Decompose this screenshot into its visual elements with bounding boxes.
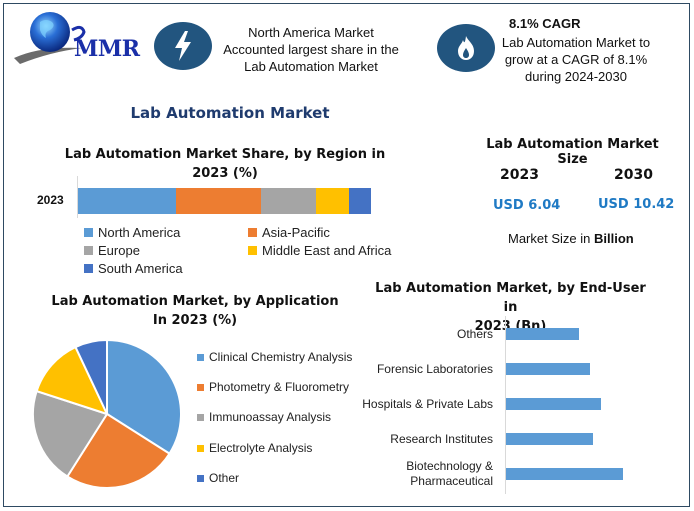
region-bar-segment bbox=[78, 188, 176, 214]
region-bar-segment bbox=[349, 188, 371, 214]
region-year-label: 2023 bbox=[37, 193, 64, 207]
cagr-title: 8.1% CAGR bbox=[509, 16, 581, 31]
market-size-year-2023: 2023 bbox=[500, 167, 539, 183]
region-bar-segment bbox=[315, 188, 349, 214]
region-bar-segment bbox=[260, 188, 316, 214]
region-stacked-bar bbox=[78, 188, 371, 214]
cagr-description: Lab Automation Market to grow at a CAGR … bbox=[500, 34, 652, 85]
legend-middle-east-africa: Middle East and Africa bbox=[248, 243, 391, 258]
market-size-unit-note: Market Size in Billion bbox=[508, 231, 634, 246]
end-user-axis bbox=[505, 316, 506, 494]
market-size-title: Lab Automation Market Size bbox=[486, 137, 659, 167]
highlight-line: Lab Automation Market bbox=[244, 59, 378, 74]
region-bar-segment bbox=[175, 188, 261, 214]
logo-text: MMR bbox=[74, 36, 140, 62]
cagr-line: during 2024-2030 bbox=[525, 69, 627, 84]
end-user-label: Forensic Laboratories bbox=[376, 362, 493, 376]
pie-slice bbox=[32, 389, 109, 478]
pie-slice bbox=[74, 338, 108, 415]
highlight-line: North America Market bbox=[248, 25, 374, 40]
legend-immunoassay: Immunoassay Analysis bbox=[197, 410, 331, 424]
north-america-highlight: North America Market Accounted largest s… bbox=[216, 24, 406, 75]
end-user-label: Hospitals & Private Labs bbox=[362, 397, 493, 411]
legend-north-america: North America bbox=[84, 225, 180, 240]
end-user-bar bbox=[506, 328, 579, 340]
end-user-bar bbox=[506, 398, 601, 410]
highlight-line: Accounted largest share in the bbox=[223, 42, 399, 57]
application-pie-chart bbox=[32, 338, 182, 489]
region-chart-title: Lab Automation Market Share, by Region i… bbox=[64, 147, 386, 181]
legend-clinical-chemistry: Clinical Chemistry Analysis bbox=[197, 350, 352, 364]
end-user-label: Research Institutes bbox=[390, 432, 493, 446]
legend-europe: Europe bbox=[84, 243, 140, 258]
lightning-bolt-icon bbox=[154, 22, 212, 70]
flame-icon bbox=[437, 24, 495, 72]
legend-electrolyte: Electrolyte Analysis bbox=[197, 441, 312, 455]
mmr-logo: MMR bbox=[10, 8, 140, 68]
pie-slice bbox=[35, 345, 109, 416]
region-axis bbox=[77, 176, 78, 218]
end-user-label: Biotechnology & Pharmaceutical bbox=[406, 459, 493, 488]
legend-asia-pacific: Asia-Pacific bbox=[248, 225, 330, 240]
cagr-line: Lab Automation Market to bbox=[501, 35, 651, 50]
end-user-bar bbox=[506, 363, 590, 375]
end-user-bar bbox=[506, 433, 593, 445]
legend-south-america: South America bbox=[84, 261, 183, 276]
end-user-bar bbox=[506, 468, 623, 480]
cagr-line: grow at a CAGR of 8.1% bbox=[504, 52, 648, 67]
pie-slice bbox=[65, 412, 171, 489]
legend-other: Other bbox=[197, 471, 239, 485]
legend-photometry: Photometry & Fluorometry bbox=[197, 380, 349, 394]
application-chart-title: Lab Automation Market, by Application In … bbox=[51, 294, 339, 328]
market-size-year-2030: 2030 bbox=[614, 167, 653, 183]
end-user-chart-title: Lab Automation Market, by End-User in 202… bbox=[375, 281, 646, 334]
end-user-label: Others bbox=[456, 327, 493, 341]
globe-icon bbox=[14, 12, 86, 64]
market-size-value-2030: USD 10.42 bbox=[598, 197, 675, 212]
main-title: Lab Automation Market bbox=[130, 104, 330, 122]
market-size-value-2023: USD 6.04 bbox=[493, 198, 561, 213]
